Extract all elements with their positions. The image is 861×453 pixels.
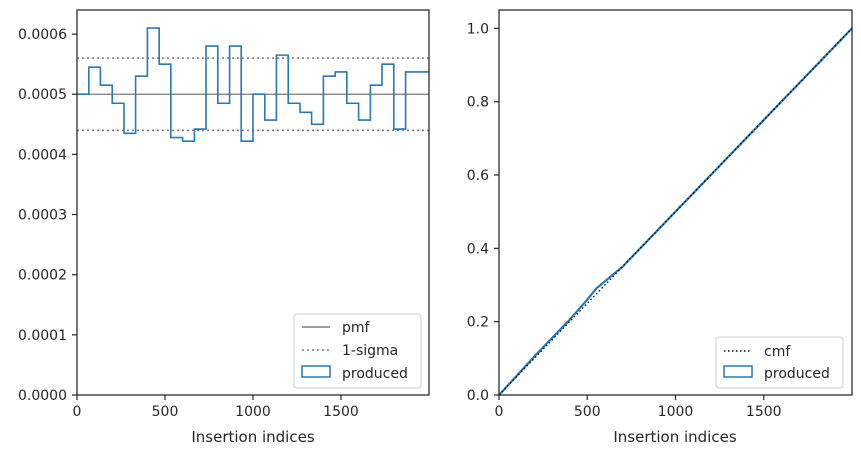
histogram-plot-area bbox=[77, 27, 429, 142]
produced-cumulative-point bbox=[569, 319, 571, 321]
produced-cumulative-point bbox=[604, 280, 606, 282]
produced-cumulative-point bbox=[833, 46, 835, 48]
cumulative-ytick-label: 0.2 bbox=[467, 315, 489, 331]
cumulative-ytick-label: 0.4 bbox=[467, 241, 489, 257]
cumulative-ytick-label: 0.0 bbox=[467, 388, 489, 404]
cumulative-xtick-label: 1000 bbox=[658, 404, 694, 420]
histogram-panel: 0 500 1000 1500 0.0000 0.0001 0.0002 0.0003 0.00… bbox=[18, 9, 430, 446]
histogram-ytick-label: 0.0001 bbox=[18, 328, 67, 344]
histogram-ytick-label: 0.0003 bbox=[18, 208, 67, 224]
histogram-xtick-label: 1500 bbox=[323, 404, 359, 420]
cumulative-x-label: Insertion indices bbox=[613, 428, 736, 446]
cumulative-xtick-label: 1500 bbox=[746, 404, 782, 420]
cumulative-xtick-label: 500 bbox=[574, 404, 601, 420]
produced-cumulative-point bbox=[595, 288, 597, 290]
produced-cumulative-point bbox=[533, 355, 535, 358]
legend-cumulative-produced-label: produced bbox=[764, 366, 830, 382]
cumulative-xtick-label: 0 bbox=[495, 404, 504, 420]
produced-cumulative-point bbox=[621, 266, 624, 268]
histogram-x-label: Insertion indices bbox=[191, 428, 314, 446]
cumulative-legend: cmf produced bbox=[715, 336, 844, 389]
histogram-ytick-label: 0.0004 bbox=[18, 147, 67, 163]
histogram-ytick-label: 0.0002 bbox=[18, 268, 67, 284]
legend-sigma-label: 1-sigma bbox=[342, 343, 398, 359]
produced-cumulative-point bbox=[586, 299, 588, 301]
histogram-ytick-label: 0.0005 bbox=[18, 87, 67, 103]
produced-cumulative-series bbox=[498, 27, 853, 396]
cumulative-panel: 0 500 1000 1500 0.0 0.2 0.4 0.6 0.8 1.0 Insertion… bbox=[467, 9, 853, 446]
histogram-legend: pmf 1-sigma produced bbox=[293, 313, 422, 389]
cumulative-ticks: 0 500 1000 1500 0.0 0.2 0.4 0.6 0.8 1.0 bbox=[467, 21, 782, 420]
histogram-ytick-label: 0.0006 bbox=[18, 27, 67, 43]
histogram-xtick-label: 0 bbox=[73, 404, 82, 420]
legend-cumulative-produced-swatch bbox=[723, 365, 753, 378]
cumulative-ytick-label: 0.8 bbox=[467, 95, 489, 111]
histogram-ytick-label: 0.0000 bbox=[18, 388, 67, 404]
produced-cumulative-point bbox=[780, 101, 783, 103]
legend-pmf-label: pmf bbox=[342, 320, 371, 336]
cumulative-ytick-label: 1.0 bbox=[467, 21, 489, 37]
produced-cumulative-point bbox=[674, 211, 677, 213]
legend-produced-label: produced bbox=[342, 366, 408, 382]
legend-cmf-label: cmf bbox=[764, 344, 791, 360]
cumulative-ytick-label: 0.6 bbox=[467, 168, 489, 184]
produced-histogram-series bbox=[77, 27, 429, 142]
legend-produced-swatch bbox=[301, 365, 331, 378]
histogram-ticks: 0 500 1000 1500 0.0000 0.0001 0.0002 0.0003 0.00… bbox=[18, 27, 359, 420]
produced-cumulative-point bbox=[516, 375, 518, 377]
produced-cumulative-point bbox=[816, 64, 818, 66]
histogram-legend-box bbox=[293, 313, 422, 389]
cumulative-legend-box bbox=[715, 336, 844, 389]
produced-cumulative-point bbox=[551, 337, 553, 339]
produced-cumulative-point bbox=[727, 156, 730, 158]
cmf-line bbox=[498, 27, 853, 396]
histogram-xtick-label: 1000 bbox=[235, 404, 271, 420]
histogram-xtick-label: 500 bbox=[152, 404, 179, 420]
